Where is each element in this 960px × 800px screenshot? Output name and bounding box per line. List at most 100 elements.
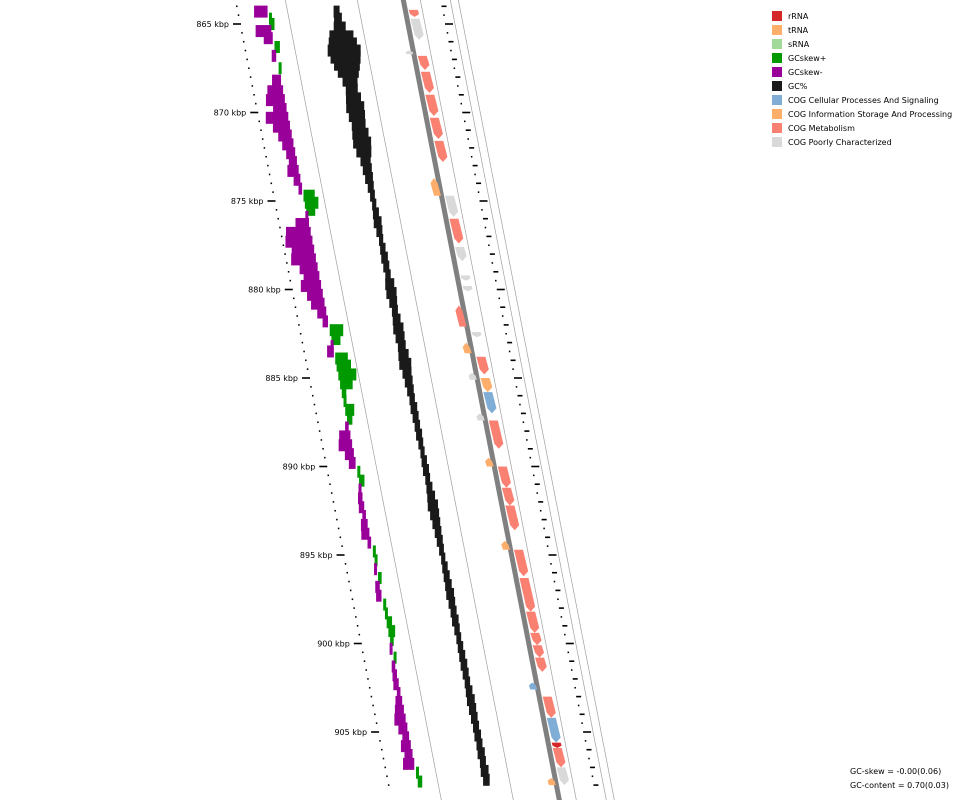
feature-metabolism [501,487,515,506]
feature-metabolism [408,9,420,17]
gc-skew-bar [272,74,282,87]
outer-scale-ticks [233,5,390,786]
gc-skew-bar [395,695,403,708]
gc-skew-bar [271,49,277,62]
gc-skew-bar [270,18,275,30]
gc-skew-bar [392,669,398,682]
gc-content-bar [430,508,440,521]
gc-content-bar [372,207,379,220]
legend-label: COG Information Storage And Processing [788,109,953,119]
gc-skew-bar [393,678,399,691]
gc-content-bar [418,437,424,450]
track-guide-line [449,0,607,800]
gc-content-bar [422,464,429,477]
gc-skew-bar [367,536,372,549]
feature-metabolism [429,117,443,140]
gc-content-bar [446,587,455,600]
gc-skew-bar [286,147,296,160]
gc-skew-bar [317,306,327,319]
gc-skew-bar [288,156,297,169]
feature-metabolism [542,696,556,718]
feature-rrna [551,742,562,748]
legend-item: COG Cellular Processes And Signaling [772,93,952,107]
gc-content-bar [385,278,395,291]
gc-skew-bar [374,563,378,576]
feature-poorly [556,767,569,786]
track-guide-line [419,0,577,800]
gc-content-bar [443,570,450,583]
legend-label: GCskew- [788,67,823,77]
gc-skew-bar [400,740,411,753]
gc-content-bar [407,384,414,397]
feature-poorly [410,18,424,40]
gc-skew-bar [358,492,363,505]
gc-content-bar [470,711,478,724]
gc-content-bar [480,764,489,777]
gc-content-bar [427,499,438,512]
gc-content-bar [450,605,457,618]
kbp-label: 875 kbp [231,197,264,206]
feature-info [547,778,556,786]
feature-cellular [546,717,561,743]
gc-skew-stat: GC-skew = -0.00(0.06) [850,767,942,776]
legend-label: GC% [788,81,808,91]
gc-skew-bar [386,616,393,629]
feature-metabolism [530,632,542,646]
legend: rRNA tRNA sRNA GCskew+ GCskew- GC% COG Cellula… [772,9,952,149]
gc-content-bar [483,773,490,786]
gc-content-bar [434,525,442,538]
gc-content-bar [425,472,431,485]
gc-skew-bar [378,572,382,585]
inner-scale-ticks [441,5,599,786]
gc-content-bar [360,154,371,167]
gc-content-bar [376,225,383,238]
gc-content-bar [445,579,452,592]
feature-poorly [444,195,459,217]
gc-skew-bar [376,589,382,602]
gc-content-bar [421,455,427,468]
feature-info [480,378,493,393]
legend-item: GC% [772,79,952,93]
gc-skew-bar [360,518,368,531]
feature-cellular [483,392,497,414]
feature-poorly [454,247,467,262]
feature-metabolism [497,466,511,488]
feature-metabolism [532,645,545,658]
feature-metabolism [488,420,504,449]
gc-content-bar [362,163,372,176]
feature-metabolism [505,505,520,531]
gc-skew-bar [331,333,341,346]
kbp-labels: 865 kbp 870 kbp 875 kbp 880 kbp 885 kbp 890 k… [196,20,367,737]
gc-content-bar [466,694,475,707]
kbp-label: 870 kbp [214,109,247,118]
gc-content-bar [333,5,340,18]
gc-content-bar [379,233,384,246]
kbp-label: 865 kbp [196,20,229,29]
gc-content-bar [464,676,471,689]
legend-item: tRNA [772,23,952,37]
gc-skew-track [254,5,423,788]
gc-content-bar [426,481,433,494]
legend-item: COG Metabolism [772,121,952,135]
gc-content-bar [402,366,412,379]
gc-content-bar [456,632,462,645]
legend-swatch [772,137,782,147]
kbp-label: 880 kbp [248,286,281,295]
gc-skew-bar [403,757,415,770]
gc-skew-bar [383,598,387,611]
legend-item: GCskew+ [772,51,952,65]
gc-content-bar [477,747,485,760]
gc-content-bar [404,375,413,388]
gc-skew-bar [327,345,334,358]
gc-skew-bar [341,386,347,399]
kbp-label: 885 kbp [265,374,298,383]
gc-skew-bar [287,164,299,177]
gc-skew-bar [391,660,396,673]
gc-skew-bar [394,713,406,726]
feature-info [430,177,441,196]
gc-content-bar [409,393,415,406]
gc-content-bar [457,641,464,654]
feature-poorly [471,331,482,338]
gc-content-bar [462,667,469,680]
